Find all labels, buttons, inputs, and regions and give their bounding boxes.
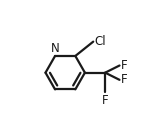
- Text: N: N: [51, 42, 59, 55]
- Text: F: F: [121, 73, 128, 86]
- Text: Cl: Cl: [94, 35, 106, 48]
- Text: F: F: [102, 94, 109, 107]
- Text: F: F: [121, 59, 128, 72]
